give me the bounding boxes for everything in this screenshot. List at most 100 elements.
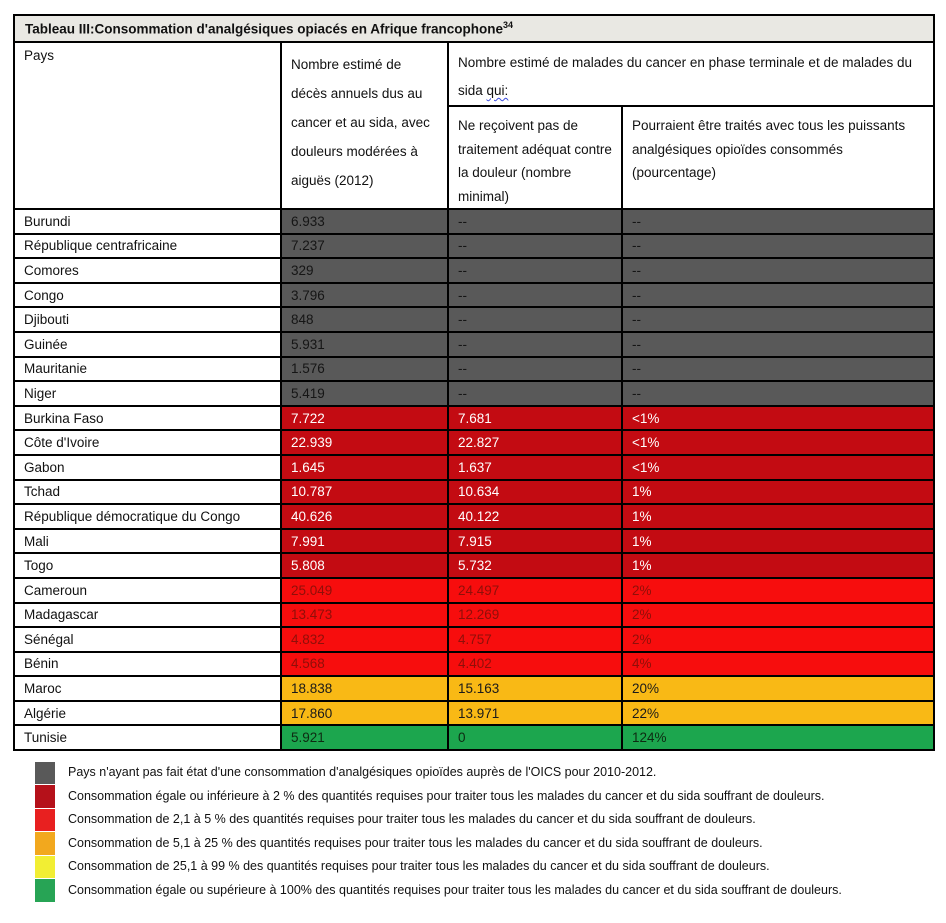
deaths-value-cell: 22.939 <box>280 429 449 456</box>
legend-label: Consommation de 2,1 à 5 % des quantités … <box>68 812 756 827</box>
table-row: Madagascar 13.473 12.269 2% <box>13 601 935 629</box>
deaths-value-cell: 5.931 <box>280 330 449 358</box>
table-row: Guinée 5.931 -- -- <box>13 330 935 358</box>
deaths-value-cell: 7.991 <box>280 527 449 555</box>
untreated-value-cell: -- <box>447 208 623 235</box>
country-cell: Djibouti <box>13 306 282 333</box>
deaths-value-cell: 1.645 <box>280 453 449 481</box>
country-cell: Gabon <box>13 453 282 481</box>
percentage-value-cell: -- <box>621 306 935 333</box>
deaths-value-cell: 6.933 <box>280 208 449 235</box>
deaths-value-cell: 5.419 <box>280 380 449 407</box>
table-row: Gabon 1.645 1.637 <1% <box>13 453 935 481</box>
legend-swatch <box>35 785 55 808</box>
table-row: Congo 3.796 -- -- <box>13 281 935 309</box>
deaths-value-cell: 848 <box>280 306 449 333</box>
document-page: Tableau III:Consommation d'analgésiques … <box>13 14 935 902</box>
legend-item: Consommation égale ou supérieure à 100% … <box>35 879 933 903</box>
legend-item: Consommation de 25,1 à 99 % des quantité… <box>35 855 933 879</box>
country-cell: Mauritanie <box>13 355 282 383</box>
header-row-top: Pays Nombre estimé de décès annuels dus … <box>13 41 935 210</box>
country-cell: République centrafricaine <box>13 232 282 260</box>
country-cell: Algérie <box>13 699 282 727</box>
percentage-value-cell: 1% <box>621 503 935 530</box>
table-row: Niger 5.419 -- -- <box>13 380 935 407</box>
column-header-pays: Pays <box>13 41 282 210</box>
legend-label: Consommation de 25,1 à 99 % des quantité… <box>68 859 770 874</box>
deaths-value-cell: 18.838 <box>280 675 449 702</box>
untreated-value-cell: 40.122 <box>447 503 623 530</box>
legend-item: Consommation de 5,1 à 25 % des quantités… <box>35 832 933 856</box>
untreated-value-cell: 7.681 <box>447 404 623 432</box>
untreated-value-cell: -- <box>447 355 623 383</box>
percentage-value-cell: <1% <box>621 453 935 481</box>
percentage-value-cell: 1% <box>621 527 935 555</box>
untreated-value-cell: -- <box>447 257 623 284</box>
untreated-value-cell: 4.402 <box>447 650 623 678</box>
percentage-value-cell: 1% <box>621 478 935 506</box>
percentage-value-cell: -- <box>621 281 935 309</box>
table-row: Djibouti 848 -- -- <box>13 306 935 333</box>
deaths-value-cell: 40.626 <box>280 503 449 530</box>
column-header-deces: Nombre estimé de décès annuels dus au ca… <box>280 41 449 210</box>
untreated-value-cell: 12.269 <box>447 601 623 629</box>
country-cell: Tchad <box>13 478 282 506</box>
table-row: Burkina Faso 7.722 7.681 <1% <box>13 404 935 432</box>
untreated-value-cell: 1.637 <box>447 453 623 481</box>
legend-label: Pays n'ayant pas fait état d'une consomm… <box>68 765 657 780</box>
legend-label: Consommation égale ou inférieure à 2 % d… <box>68 788 825 803</box>
legend-item: Consommation égale ou inférieure à 2 % d… <box>35 785 933 809</box>
country-cell: Madagascar <box>13 601 282 629</box>
percentage-value-cell: -- <box>621 355 935 383</box>
group-header-text: Nombre estimé de malades du cancer en ph… <box>458 55 913 98</box>
table-row: Togo 5.808 5.732 1% <box>13 552 935 579</box>
percentage-value-cell: 1% <box>621 552 935 579</box>
untreated-value-cell: 7.915 <box>447 527 623 555</box>
deaths-value-cell: 5.808 <box>280 552 449 579</box>
country-cell: Togo <box>13 552 282 579</box>
table-row: Algérie 17.860 13.971 22% <box>13 699 935 727</box>
deaths-value-cell: 3.796 <box>280 281 449 309</box>
untreated-value-cell: -- <box>447 306 623 333</box>
untreated-value-cell: -- <box>447 380 623 407</box>
percentage-value-cell: 124% <box>621 724 935 752</box>
deaths-value-cell: 7.237 <box>280 232 449 260</box>
legend-swatch <box>35 855 55 879</box>
untreated-value-cell: -- <box>447 330 623 358</box>
country-cell: Congo <box>13 281 282 309</box>
table-row: Bénin 4.568 4.402 4% <box>13 650 935 678</box>
table-row: Cameroun 25.049 24.497 2% <box>13 576 935 604</box>
column-header-non-traites: Ne reçoivent pas de traitement adéquat c… <box>447 105 623 210</box>
deaths-value-cell: 25.049 <box>280 576 449 604</box>
deaths-value-cell: 4.568 <box>280 650 449 678</box>
percentage-value-cell: 22% <box>621 699 935 727</box>
untreated-value-cell: 13.971 <box>447 699 623 727</box>
legend: Pays n'ayant pas fait état d'une consomm… <box>13 761 933 902</box>
table-row: Mauritanie 1.576 -- -- <box>13 355 935 383</box>
country-cell: Bénin <box>13 650 282 678</box>
percentage-value-cell: 4% <box>621 650 935 678</box>
table-title-row: Tableau III:Consommation d'analgésiques … <box>13 14 935 43</box>
untreated-value-cell: 24.497 <box>447 576 623 604</box>
group-header-qui: qui: <box>486 83 509 98</box>
untreated-value-cell: 0 <box>447 724 623 752</box>
deaths-value-cell: 329 <box>280 257 449 284</box>
percentage-value-cell: <1% <box>621 429 935 456</box>
percentage-value-cell: -- <box>621 380 935 407</box>
table-row: Tchad 10.787 10.634 1% <box>13 478 935 506</box>
table-row: Côte d'Ivoire 22.939 22.827 <1% <box>13 429 935 456</box>
column-header-pourcentage: Pourraient être traités avec tous les pu… <box>621 105 935 210</box>
percentage-value-cell: -- <box>621 232 935 260</box>
consumption-table: Tableau III:Consommation d'analgésiques … <box>13 14 935 752</box>
deaths-value-cell: 4.832 <box>280 626 449 653</box>
country-cell: Maroc <box>13 675 282 702</box>
percentage-value-cell: 20% <box>621 675 935 702</box>
untreated-value-cell: -- <box>447 232 623 260</box>
percentage-value-cell: 2% <box>621 601 935 629</box>
legend-swatch <box>35 879 55 902</box>
untreated-value-cell: 5.732 <box>447 552 623 579</box>
untreated-value-cell: 4.757 <box>447 626 623 653</box>
table-row: Maroc 18.838 15.163 20% <box>13 675 935 702</box>
deaths-value-cell: 10.787 <box>280 478 449 506</box>
country-cell: Niger <box>13 380 282 407</box>
